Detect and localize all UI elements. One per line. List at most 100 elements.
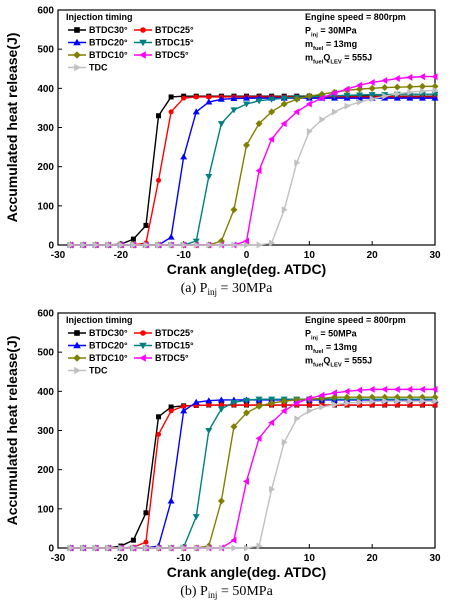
data-point — [205, 98, 213, 105]
data-point — [406, 83, 414, 91]
y-tick-label: 400 — [37, 387, 54, 398]
data-point — [418, 73, 425, 81]
data-point — [167, 233, 175, 240]
data-point — [156, 177, 162, 183]
legend-label: BTDC20° — [89, 38, 128, 48]
data-point — [381, 385, 388, 393]
subscript: inj — [208, 590, 218, 600]
data-point — [68, 241, 75, 249]
data-point — [356, 393, 364, 401]
data-point — [256, 241, 263, 249]
data-point — [255, 402, 263, 410]
data-point — [68, 544, 75, 552]
data-point — [105, 241, 112, 249]
annotation: mfuelQLEV = 555J — [305, 53, 372, 66]
data-point — [230, 423, 238, 431]
annotation: mfuelQLEV = 555J — [305, 356, 372, 369]
data-point — [280, 397, 288, 405]
text: Q — [323, 356, 330, 366]
data-point — [167, 497, 175, 504]
legend-marker — [74, 366, 81, 375]
data-point — [331, 401, 338, 409]
x-tick-label: -20 — [114, 553, 129, 564]
series-line — [70, 404, 435, 549]
y-tick-label: 0 — [48, 544, 54, 555]
data-point — [205, 173, 213, 180]
subscript: fuel — [313, 46, 324, 52]
legend-label: BTDC30° — [89, 328, 128, 338]
data-point — [143, 222, 149, 228]
data-point — [231, 241, 238, 249]
series-line — [70, 399, 435, 549]
data-point — [419, 397, 426, 405]
data-point — [218, 402, 224, 408]
data-point — [305, 100, 312, 108]
data-point — [168, 408, 174, 414]
x-tick-label: 10 — [304, 553, 316, 564]
data-point — [368, 92, 376, 99]
legend-marker — [139, 39, 147, 47]
data-point — [344, 102, 351, 110]
x-tick-label: 30 — [429, 250, 441, 261]
text: Engine speed = 800rpm — [305, 12, 406, 22]
data-point — [180, 407, 188, 414]
data-point — [143, 241, 150, 249]
data-point — [418, 385, 425, 393]
data-point — [369, 95, 376, 103]
data-point — [130, 241, 137, 249]
data-point — [243, 409, 250, 417]
data-point — [243, 397, 250, 404]
data-point — [192, 398, 200, 405]
data-point — [168, 404, 174, 410]
data-point — [368, 78, 375, 86]
subscript: LEV — [330, 363, 341, 369]
caption: (b) Pinj = 50MPa — [180, 584, 273, 600]
data-point — [343, 92, 351, 99]
data-point — [343, 85, 350, 93]
text: = 555J — [342, 53, 372, 63]
data-point — [80, 544, 87, 552]
data-point — [318, 391, 325, 399]
legend-label: TDC — [89, 63, 108, 73]
data-point — [217, 95, 225, 102]
data-point — [331, 108, 338, 116]
data-point — [230, 536, 237, 544]
data-point — [357, 398, 364, 406]
legend-title: Injection timing — [66, 315, 133, 325]
legend-label: TDC — [89, 366, 108, 376]
x-tick-label: 30 — [429, 553, 441, 564]
data-point — [406, 73, 413, 81]
data-point — [93, 241, 100, 249]
series-line — [70, 396, 435, 549]
legend-label: BTDC15° — [155, 38, 194, 48]
data-point — [268, 108, 276, 116]
data-point — [319, 116, 326, 124]
y-tick-label: 600 — [37, 309, 54, 320]
annotation: Engine speed = 800rpm — [305, 315, 406, 325]
data-point — [343, 387, 350, 395]
series-line — [70, 95, 435, 246]
data-point — [255, 167, 262, 175]
chart: 0 100 200 300 400 500 600 -30 -20 -10 0 10 20 30 Crank… — [4, 309, 441, 601]
y-tick-label: 100 — [37, 504, 54, 515]
y-axis-label: Accumulated heat release(J) — [4, 336, 20, 526]
data-point — [168, 544, 175, 552]
data-point — [432, 397, 439, 405]
data-point — [393, 83, 401, 91]
text: (b) P — [180, 584, 208, 599]
x-axis-label: Crank angle(deg. ATDC) — [167, 261, 326, 277]
data-point — [143, 539, 149, 545]
data-point — [193, 241, 200, 249]
legend-marker — [73, 354, 81, 362]
data-point — [156, 241, 163, 249]
y-tick-label: 400 — [37, 84, 54, 95]
data-point — [205, 428, 213, 434]
subscript: inj — [207, 287, 217, 297]
data-point — [168, 241, 175, 249]
x-axis-label: Crank angle(deg. ATDC) — [167, 564, 326, 580]
subscript: inj — [311, 33, 318, 39]
data-point — [357, 98, 364, 106]
data-point — [330, 389, 337, 397]
series-line — [70, 388, 435, 549]
caption: (a) Pinj = 30MPa — [181, 281, 274, 297]
